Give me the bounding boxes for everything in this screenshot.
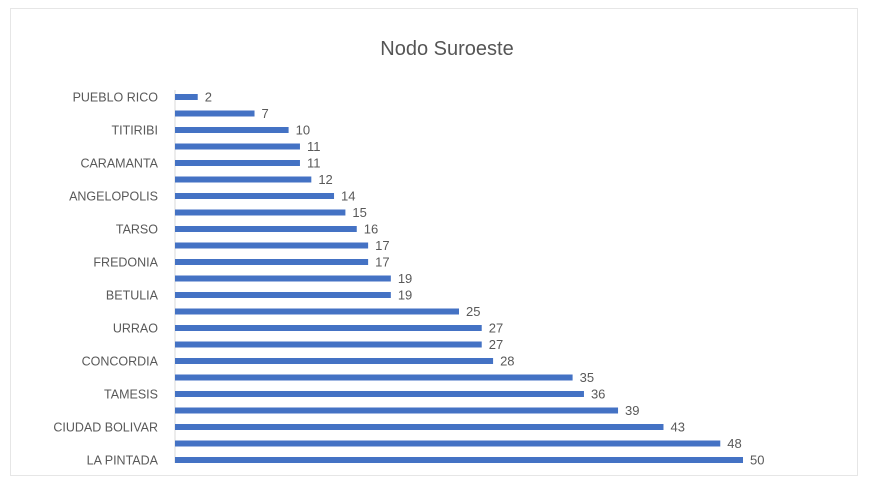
bar [175,424,664,430]
category-label: URRAO [113,322,158,336]
category-label: CIUDAD BOLIVAR [53,421,158,435]
data-label: 12 [318,172,332,187]
bar [175,374,573,381]
category-label: TARSO [116,223,158,237]
data-label: 28 [500,354,514,369]
bar [175,259,369,265]
category-label: CONCORDIA [82,355,159,369]
data-label: 11 [307,156,321,171]
category-label: CARAMANTA [80,157,158,171]
data-label: 19 [398,288,412,303]
data-label: 25 [466,304,480,319]
data-label: 43 [670,420,684,435]
bar [175,325,482,331]
data-label: 35 [580,370,594,385]
bar [175,407,619,414]
chart-frame [10,8,858,476]
category-label: LA PINTADA [87,454,159,468]
bar [175,440,721,447]
bar [175,242,369,249]
bar [175,391,584,397]
data-label: 27 [489,337,503,352]
data-label: 48 [727,436,741,451]
chart-title: Nodo Suroeste [380,38,513,60]
data-label: 11 [307,139,321,154]
bar [175,110,255,117]
bar [175,226,357,232]
bar [175,457,743,463]
data-label: 14 [341,189,355,204]
category-label: PUEBLO RICO [73,91,159,105]
bars-group: 2 PUEBLO RICO 7 10 TITIRIBI 11 11 CARAMANTA 12 14… [53,90,764,468]
data-label: 10 [296,123,310,138]
bar [175,160,300,166]
data-label: 39 [625,403,639,418]
bar [175,275,391,282]
data-label: 2 [205,90,212,105]
category-label: FREDONIA [93,256,158,270]
bar [175,292,391,298]
data-label: 27 [489,321,503,336]
data-label: 15 [352,205,366,220]
data-label: 17 [375,255,389,270]
bar [175,341,482,348]
bar [175,193,335,199]
bar [175,308,459,315]
data-label: 36 [591,387,605,402]
bar [175,358,494,364]
category-label: TAMESIS [104,388,158,402]
bar [175,127,289,133]
category-label: BETULIA [106,289,159,303]
bar [175,176,312,183]
category-label: ANGELOPOLIS [69,190,158,204]
data-label: 17 [375,238,389,253]
data-label: 19 [398,271,412,286]
data-label: 50 [750,453,764,468]
category-label: TITIRIBI [111,124,158,138]
bar [175,94,198,100]
bar [175,143,300,150]
data-label: 7 [262,106,269,121]
bar [175,209,346,216]
data-label: 16 [364,222,378,237]
